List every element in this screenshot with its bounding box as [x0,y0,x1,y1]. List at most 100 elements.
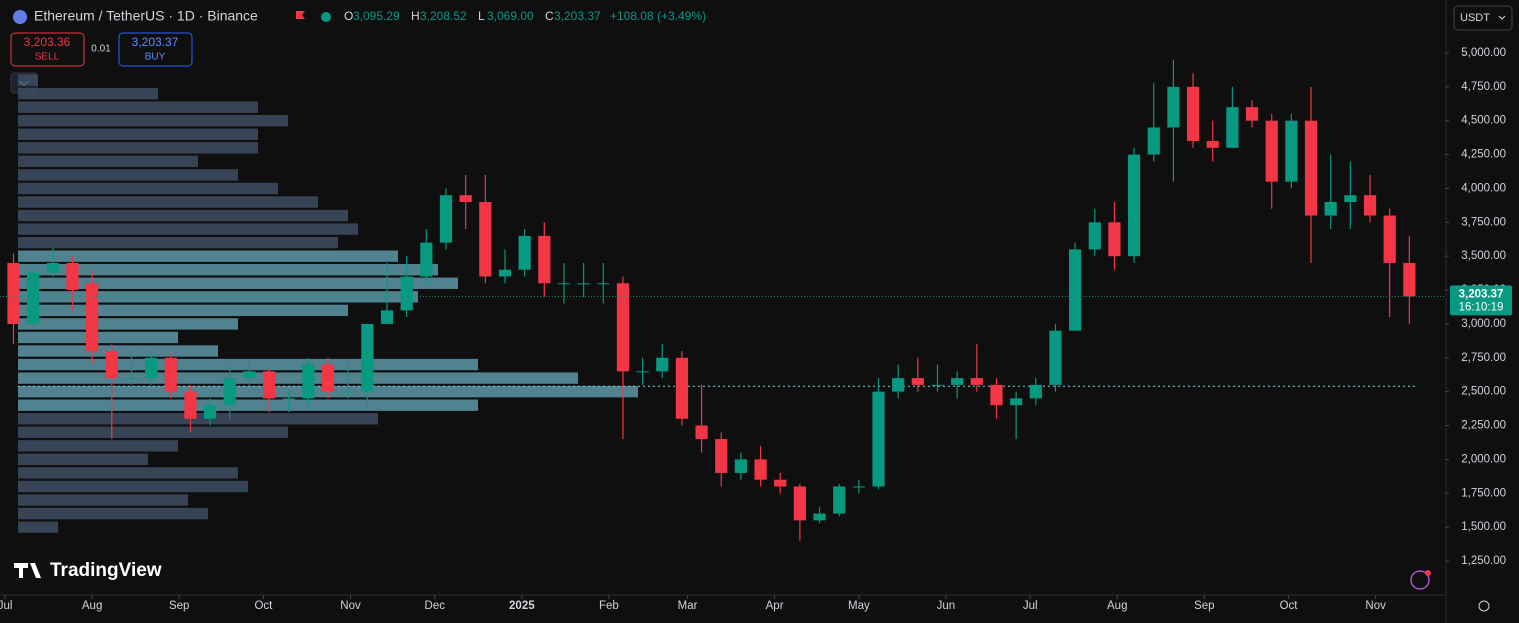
candle-body [577,283,590,285]
candle-body [1167,86,1180,128]
candle-body [105,351,118,379]
y-tick-label: 2,250.00 [1461,420,1506,432]
plot-area: 1,250.00 1,500.00 1,750.00 2,000.00 2,250.00… [0,47,1512,612]
candle-body [951,378,964,385]
volume-profile-bar [18,426,288,438]
volume-profile-bar [18,236,338,249]
candle-body [734,459,747,473]
volume-profile-bar [18,372,578,384]
x-tick-label: Aug [82,600,102,612]
volume-profile-bar [18,413,378,425]
price-tag-label: 3,203.37 [1459,288,1504,300]
countdown: 16:10:19 [1459,301,1504,313]
x-tick-label: Dec [425,600,446,612]
candle-body [715,439,728,473]
x-tick-label: Oct [1280,600,1299,612]
candle-body [754,459,767,480]
candle-body [223,378,236,406]
volume-profile-bar [18,74,38,86]
alert-icon[interactable] [1410,570,1430,590]
settings-icon[interactable] [1478,600,1490,612]
x-tick-label: Jun [937,600,956,612]
volume-profile-bar [18,440,178,452]
flag-icon [296,11,305,19]
candle-body [420,242,433,277]
candle-body [616,283,630,372]
volume-profile-bar [18,345,218,357]
candle-body [1226,107,1239,148]
volume-profile-bar [18,250,398,262]
sell-label: SELL [35,52,60,63]
volume-profile-bar [18,264,438,276]
candle-body [597,283,610,285]
candle-body [27,272,40,324]
candle-body [872,391,885,487]
ohlc-value: 3,203.37 [554,9,601,23]
candle-body [1265,120,1278,182]
currency-label: USDT [1460,12,1490,24]
candle-body [1403,262,1416,297]
x-tick-label: 2025 [509,600,535,612]
y-tick-label: 1,750.00 [1461,487,1506,499]
volume-profile-bar [18,155,198,168]
volume-profile-bar [18,223,358,235]
ohlc-value: 3,069.00 [487,9,534,23]
candle-body [1049,330,1062,385]
y-tick-label: 2,750.00 [1461,352,1506,364]
y-tick-label: 4,000.00 [1461,182,1506,194]
candle-body [518,235,531,270]
candle-body [321,364,335,392]
sell-button[interactable] [10,32,85,67]
candle-body [125,378,138,380]
y-tick-label: 3,500.00 [1461,250,1506,262]
candle-body [892,378,905,392]
candle-body [479,201,492,277]
volume-profile-bar [18,291,418,303]
spread: 0.01 [91,44,111,55]
candle-body [1147,127,1160,155]
volume-profile-bar [18,521,58,533]
candle-body [164,357,177,392]
candle-body [361,323,374,392]
volume-profile-bar [18,318,238,330]
x-tick-label: Sep [1194,600,1214,612]
x-tick-label: Nov [1365,600,1386,612]
ohlc-key: O [344,9,353,23]
x-tick-label: Jul [0,600,12,612]
y-tick-label: 1,250.00 [1461,555,1506,567]
volume-profile-bar [18,358,478,371]
symbol-icon [13,10,27,24]
buy-label: BUY [145,52,166,63]
volume-profile-bar [18,142,258,154]
y-tick-label: 4,250.00 [1461,149,1506,161]
volume-profile-bar [18,101,258,113]
y-tick-label: 5,000.00 [1461,47,1506,59]
candle-body [833,486,846,514]
buy-button[interactable] [118,32,193,67]
x-tick-label: Mar [678,600,698,612]
currency-chevron [1498,15,1506,20]
candle-body [990,384,1003,406]
candle-body [852,486,865,488]
volume-profile-bar [18,453,148,466]
x-tick-label: Apr [766,600,784,612]
candle-body [1010,398,1023,406]
y-tick-label: 2,000.00 [1461,453,1506,465]
candle-body [1127,154,1141,257]
volume-profile-bar [18,507,208,520]
candle-body [911,378,924,385]
ohlc-key: C [545,9,554,23]
ohlc-value: 3,095.29 [353,9,400,23]
candle-body [400,276,413,311]
candle-body [1108,222,1121,257]
candle-body [1304,120,1318,216]
candle-body [793,486,806,521]
candle-body [774,479,787,487]
brand-name: TradingView [50,560,162,581]
x-tick-label: May [848,600,870,612]
candle-body [1344,195,1357,202]
currency-button[interactable] [1453,5,1513,31]
candle-body [66,262,79,291]
candle-body [1088,222,1101,250]
y-tick-label: 1,500.00 [1461,521,1506,533]
